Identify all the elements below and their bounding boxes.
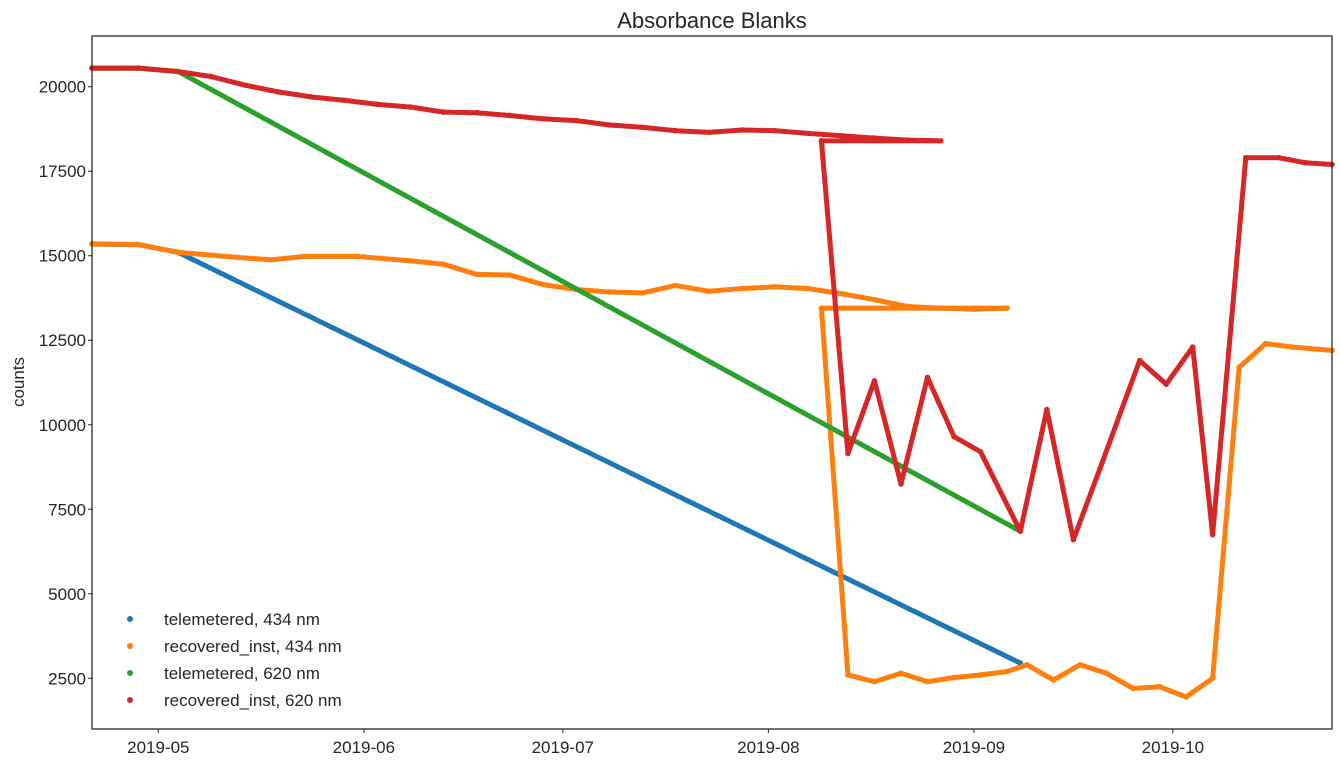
y-tick-label: 10000 xyxy=(39,416,86,435)
y-axis-label: counts xyxy=(9,357,28,407)
x-tick-label: 2019-08 xyxy=(737,738,799,757)
y-tick-label: 15000 xyxy=(39,247,86,266)
x-tick-label: 2019-07 xyxy=(532,738,594,757)
plot-background xyxy=(92,36,1332,729)
legend-marker xyxy=(127,616,133,622)
chart-title: Absorbance Blanks xyxy=(617,8,807,33)
legend-label: telemetered, 620 nm xyxy=(164,664,320,683)
x-tick-label: 2019-05 xyxy=(127,738,189,757)
legend-marker xyxy=(127,643,133,649)
legend-marker xyxy=(127,697,133,703)
legend-label: telemetered, 434 nm xyxy=(164,610,320,629)
x-tick-label: 2019-09 xyxy=(943,738,1005,757)
y-tick-label: 20000 xyxy=(39,78,86,97)
y-tick-label: 2500 xyxy=(48,669,86,688)
y-axis: 2500 5000 7500 10000 12500 15000 17500 20000 xyxy=(39,78,92,688)
y-tick-label: 12500 xyxy=(39,331,86,350)
x-tick-label: 2019-06 xyxy=(333,738,395,757)
legend-label: recovered_inst, 434 nm xyxy=(164,637,342,656)
series-2 xyxy=(89,241,1335,700)
x-tick-label: 2019-10 xyxy=(1142,738,1204,757)
y-tick-label: 17500 xyxy=(39,162,86,181)
series-layer xyxy=(89,65,1335,700)
y-tick-label: 5000 xyxy=(48,585,86,604)
legend-marker xyxy=(127,670,133,676)
legend-label: recovered_inst, 620 nm xyxy=(164,691,342,710)
x-axis: 2019-05 2019-06 2019-07 2019-08 2019-09 2019-… xyxy=(127,729,1204,757)
y-tick-label: 7500 xyxy=(48,500,86,519)
